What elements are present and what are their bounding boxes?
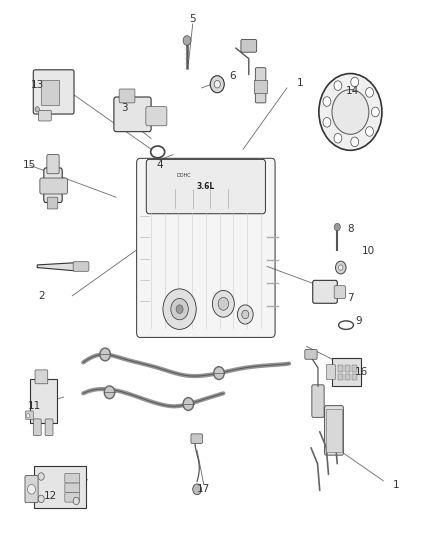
Circle shape xyxy=(319,74,382,150)
Circle shape xyxy=(183,36,191,45)
FancyBboxPatch shape xyxy=(352,365,357,372)
FancyBboxPatch shape xyxy=(326,409,342,452)
FancyBboxPatch shape xyxy=(345,365,350,372)
FancyBboxPatch shape xyxy=(332,358,361,386)
Circle shape xyxy=(35,107,39,112)
FancyBboxPatch shape xyxy=(47,197,58,209)
FancyBboxPatch shape xyxy=(191,434,202,443)
Circle shape xyxy=(171,298,188,320)
FancyBboxPatch shape xyxy=(65,483,80,492)
FancyBboxPatch shape xyxy=(33,70,74,114)
FancyBboxPatch shape xyxy=(25,475,38,503)
FancyBboxPatch shape xyxy=(33,419,41,435)
FancyBboxPatch shape xyxy=(114,97,151,132)
Circle shape xyxy=(323,97,331,107)
Text: 1: 1 xyxy=(393,480,400,490)
Circle shape xyxy=(214,80,220,88)
Text: 16: 16 xyxy=(355,367,368,377)
FancyBboxPatch shape xyxy=(34,466,86,508)
Circle shape xyxy=(212,290,234,317)
FancyBboxPatch shape xyxy=(334,286,346,298)
Text: 5: 5 xyxy=(189,14,196,23)
FancyBboxPatch shape xyxy=(325,406,343,455)
Circle shape xyxy=(332,90,369,134)
Circle shape xyxy=(100,348,110,361)
Circle shape xyxy=(28,484,35,494)
FancyBboxPatch shape xyxy=(254,80,267,93)
Circle shape xyxy=(336,261,346,274)
Text: 1: 1 xyxy=(297,78,304,87)
FancyBboxPatch shape xyxy=(326,365,336,379)
Circle shape xyxy=(237,305,253,324)
Circle shape xyxy=(366,127,374,136)
FancyBboxPatch shape xyxy=(338,365,343,372)
Text: 10: 10 xyxy=(361,246,374,255)
Text: 2: 2 xyxy=(38,291,45,301)
FancyBboxPatch shape xyxy=(146,159,265,214)
Circle shape xyxy=(351,137,359,147)
Circle shape xyxy=(193,484,201,495)
Text: 3: 3 xyxy=(121,103,128,112)
FancyBboxPatch shape xyxy=(25,411,33,419)
FancyBboxPatch shape xyxy=(146,107,167,126)
Circle shape xyxy=(334,133,342,143)
Circle shape xyxy=(38,473,44,480)
FancyBboxPatch shape xyxy=(35,370,48,384)
FancyBboxPatch shape xyxy=(137,158,275,337)
Text: 9: 9 xyxy=(356,316,363,326)
Text: 3.6L: 3.6L xyxy=(197,182,215,191)
Text: 17: 17 xyxy=(197,484,210,494)
Text: 11: 11 xyxy=(28,401,41,411)
FancyBboxPatch shape xyxy=(312,385,324,417)
FancyBboxPatch shape xyxy=(345,374,350,380)
FancyBboxPatch shape xyxy=(39,110,51,121)
Circle shape xyxy=(214,367,224,379)
FancyBboxPatch shape xyxy=(352,374,357,380)
Circle shape xyxy=(334,81,342,91)
Text: 14: 14 xyxy=(346,86,359,95)
Text: 15: 15 xyxy=(23,160,36,170)
Circle shape xyxy=(351,77,359,87)
Circle shape xyxy=(104,386,115,399)
Text: 4: 4 xyxy=(156,160,163,170)
Circle shape xyxy=(371,107,379,117)
Circle shape xyxy=(334,223,340,231)
FancyBboxPatch shape xyxy=(45,419,53,435)
Circle shape xyxy=(339,265,343,270)
Circle shape xyxy=(218,297,229,310)
Circle shape xyxy=(73,497,79,505)
Circle shape xyxy=(183,398,194,410)
FancyBboxPatch shape xyxy=(65,492,80,502)
FancyBboxPatch shape xyxy=(41,80,59,105)
FancyBboxPatch shape xyxy=(73,262,89,271)
Circle shape xyxy=(26,414,30,418)
Circle shape xyxy=(176,305,183,313)
FancyBboxPatch shape xyxy=(305,350,317,359)
Circle shape xyxy=(38,495,44,503)
Text: 8: 8 xyxy=(347,224,354,234)
Circle shape xyxy=(366,87,374,97)
Circle shape xyxy=(242,310,249,319)
FancyBboxPatch shape xyxy=(44,168,62,203)
Text: 13: 13 xyxy=(31,80,44,90)
Circle shape xyxy=(323,117,331,127)
FancyBboxPatch shape xyxy=(47,155,59,174)
Text: 6: 6 xyxy=(229,71,236,81)
Circle shape xyxy=(163,289,196,329)
FancyBboxPatch shape xyxy=(338,374,343,380)
Text: DOHC: DOHC xyxy=(177,173,191,179)
FancyBboxPatch shape xyxy=(119,89,135,103)
FancyBboxPatch shape xyxy=(65,473,80,483)
PathPatch shape xyxy=(37,263,77,271)
FancyBboxPatch shape xyxy=(255,68,266,103)
FancyBboxPatch shape xyxy=(40,178,67,194)
Text: 12: 12 xyxy=(44,491,57,500)
FancyBboxPatch shape xyxy=(241,39,257,52)
Circle shape xyxy=(210,76,224,93)
FancyBboxPatch shape xyxy=(313,280,337,303)
Text: 7: 7 xyxy=(347,294,354,303)
FancyBboxPatch shape xyxy=(30,379,57,423)
